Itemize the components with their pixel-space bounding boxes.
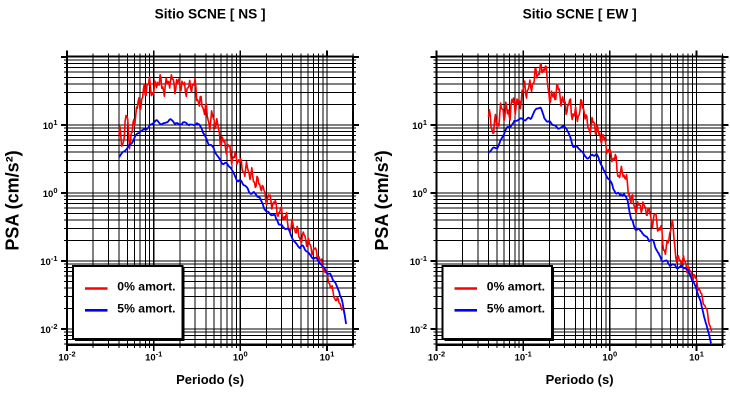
svg-text:Sitio SCNE [ NS ]: Sitio SCNE [ NS ] (155, 6, 266, 21)
svg-text:0% amort.: 0% amort. (487, 280, 545, 294)
svg-text:PSA (cm/s²): PSA (cm/s²) (372, 150, 392, 250)
svg-text:5% amort.: 5% amort. (117, 302, 175, 316)
svg-text:0% amort.: 0% amort. (117, 280, 175, 294)
svg-text:PSA (cm/s²): PSA (cm/s²) (3, 150, 23, 250)
svg-text:5% amort.: 5% amort. (487, 302, 545, 316)
svg-text:Periodo (s): Periodo (s) (176, 372, 244, 387)
svg-text:Sitio SCNE [ EW ]: Sitio SCNE [ EW ] (523, 6, 637, 21)
svg-text:Periodo (s): Periodo (s) (546, 372, 614, 387)
